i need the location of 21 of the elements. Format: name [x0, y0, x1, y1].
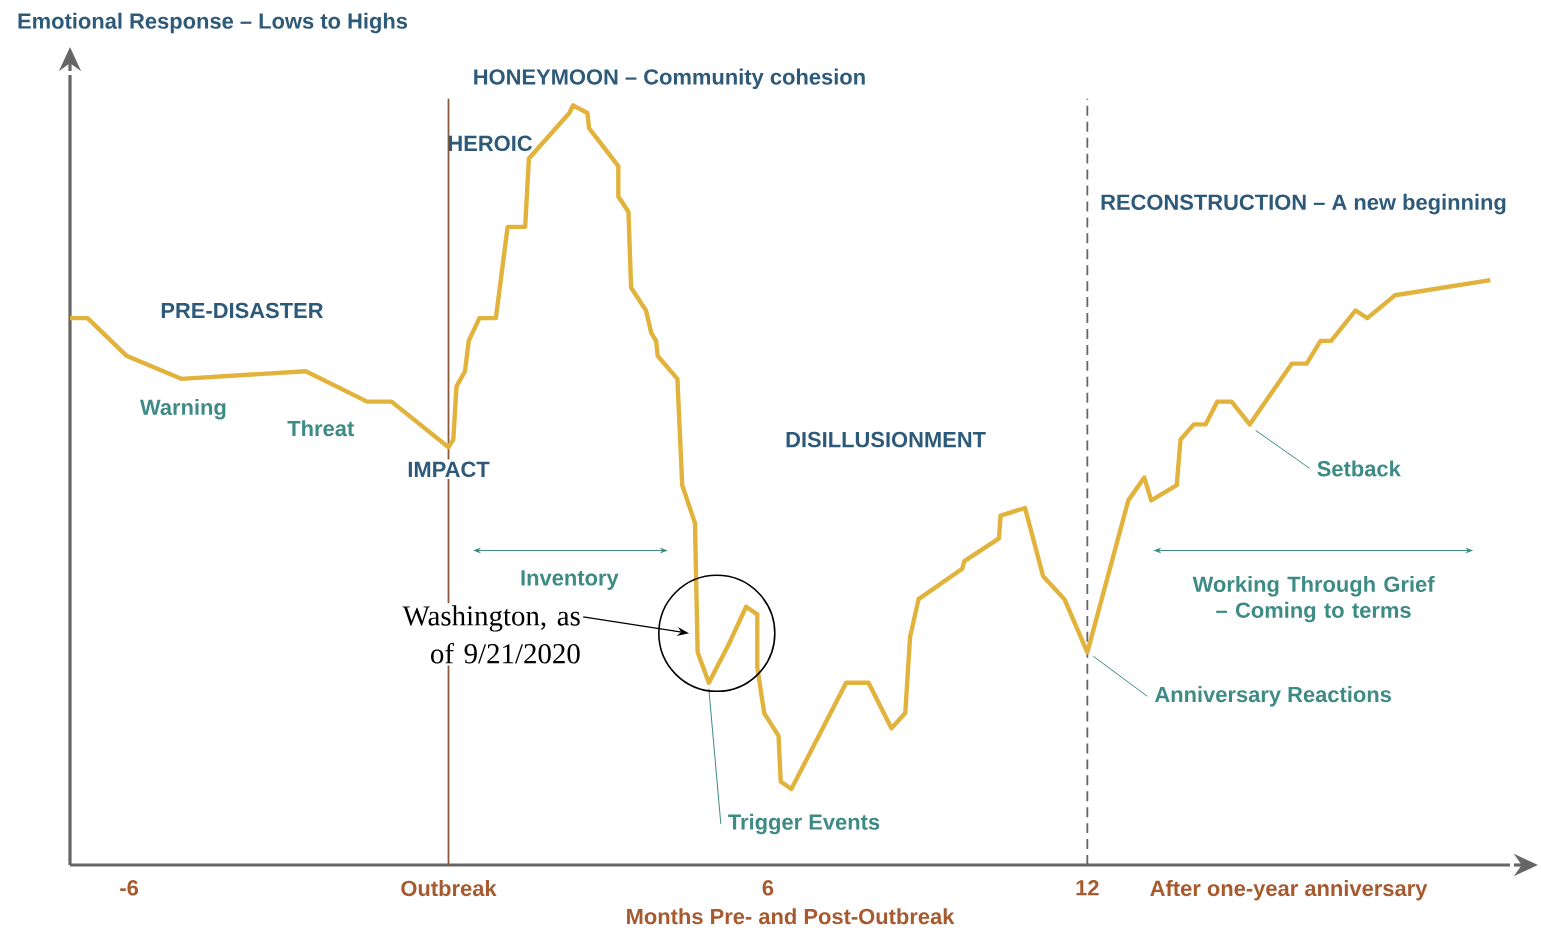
annotation: Trigger Events — [728, 813, 880, 835]
annotation: PRE-DISASTER — [161, 302, 324, 319]
x-tick-label: After one-year anniversary — [1150, 880, 1428, 901]
annotation: Working Through Grief – Coming to terms — [1192, 575, 1435, 623]
x-tick-label: 6 — [762, 880, 774, 896]
x-axis-title: Months Pre- and Post-Outbreak — [627, 908, 955, 925]
annotation: Warning — [140, 398, 226, 420]
text: HONEYMOON – Community cohesion — [474, 68, 865, 89]
annotation: Inventory — [521, 570, 619, 590]
annotation: Anniversary Reactions — [1154, 686, 1391, 707]
x-tick-label: Outbreak — [401, 880, 497, 897]
annotation: Washington, as of 9/21/2020 — [402, 605, 580, 664]
annotation: IMPACT — [408, 461, 490, 478]
x-tick-label: -6 — [120, 880, 139, 896]
annotation: RECONSTRUCTION – A new beginning — [1101, 193, 1506, 215]
annotation: HEROIC — [448, 135, 533, 152]
x-tick-label: 12 — [1076, 880, 1099, 896]
annotation: DISILLUSIONMENT — [786, 431, 986, 448]
annotation: Threat — [287, 420, 354, 437]
annotation: Setback — [1317, 460, 1401, 477]
y-axis-title: Emotional Response – Lows to Highs — [18, 12, 408, 34]
